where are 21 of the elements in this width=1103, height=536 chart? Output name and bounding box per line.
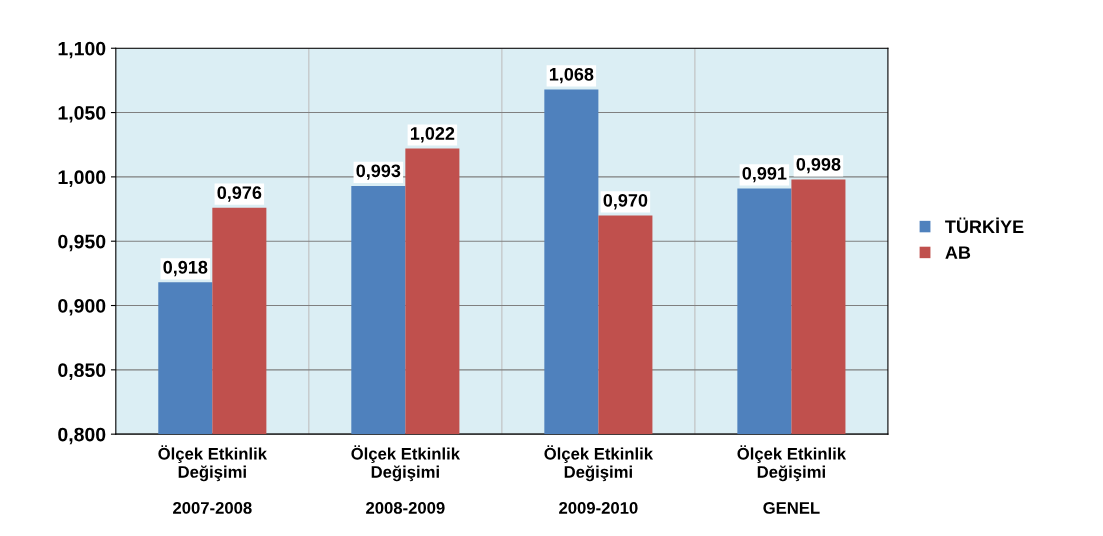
- y-tick-label: 0,850: [58, 363, 106, 380]
- legend-label: TÜRKİYE: [945, 217, 1024, 234]
- y-tick-label: 1,100: [58, 41, 106, 59]
- data-label: 1,022: [410, 127, 455, 143]
- data-label: 0,991: [742, 166, 787, 183]
- category-label: Ölçek Etkinlik Değişimi 2009-2010: [544, 445, 654, 514]
- legend-label: AB: [945, 246, 971, 259]
- data-label: 1,068: [549, 67, 594, 84]
- data-label: 0,998: [796, 157, 841, 174]
- category-label: Ölçek Etkinlik Değişimi 2007-2008: [158, 445, 267, 514]
- data-label: 0,993: [356, 164, 401, 180]
- data-label: 0,918: [163, 260, 208, 277]
- category-label: Ölçek Etkinlik Değişimi 2008-2009: [351, 445, 461, 514]
- y-tick-label: 1,000: [58, 170, 106, 187]
- category-label: Ölçek Etkinlik Değişimi GENEL: [737, 445, 847, 514]
- y-tick-label: 1,050: [58, 106, 106, 123]
- y-tick-label: 0,900: [58, 298, 106, 316]
- y-tick-label: 0,800: [58, 427, 106, 445]
- y-tick-label: 0,950: [58, 234, 106, 252]
- data-label: 0,976: [217, 186, 262, 202]
- data-label: 0,970: [603, 193, 648, 210]
